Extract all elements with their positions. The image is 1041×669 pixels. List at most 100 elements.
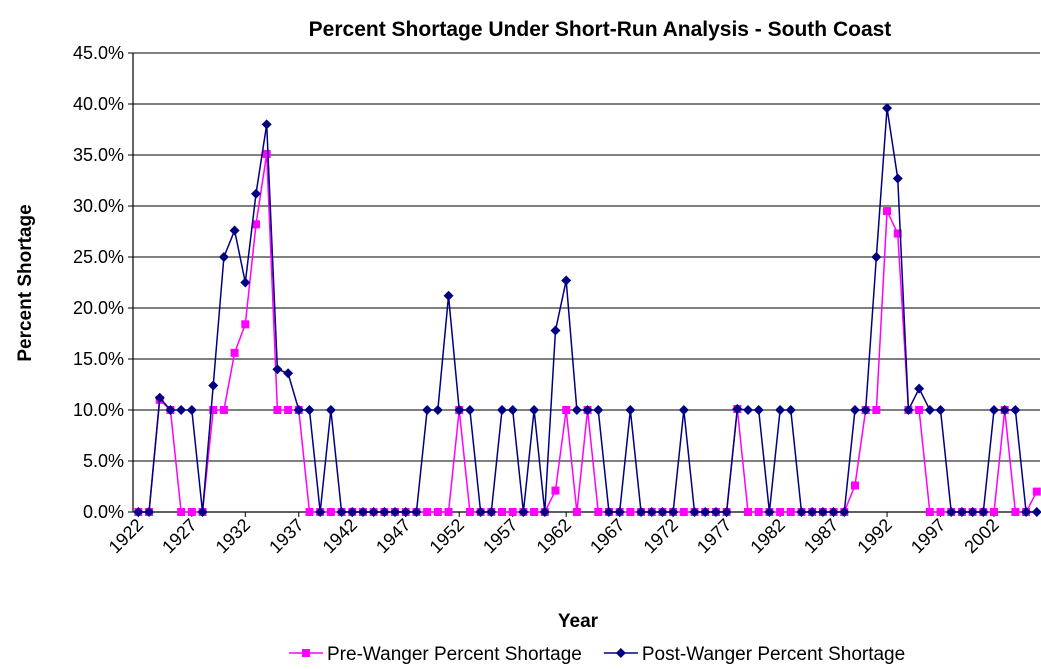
data-point — [497, 405, 508, 415]
data-point — [732, 403, 743, 414]
data-point — [347, 507, 358, 517]
data-point — [978, 507, 989, 517]
data-point — [176, 405, 187, 415]
data-point — [1021, 507, 1032, 517]
data-point — [603, 507, 614, 517]
data-point — [882, 103, 893, 114]
data-point — [423, 508, 432, 516]
y-axis-title: Percent Shortage — [15, 204, 36, 361]
data-point — [625, 405, 636, 415]
data-point — [754, 508, 763, 516]
data-point — [240, 277, 251, 288]
data-point — [400, 507, 411, 517]
data-point — [786, 508, 795, 516]
data-point — [165, 405, 176, 415]
data-point — [539, 507, 550, 517]
data-point — [999, 405, 1010, 415]
data-point — [721, 507, 732, 517]
x-tick-label: 1937 — [265, 515, 307, 557]
data-point — [187, 508, 196, 516]
data-point — [582, 405, 593, 415]
y-tick-label: 45.0% — [73, 43, 124, 63]
data-point — [924, 405, 935, 415]
data-point — [744, 508, 753, 516]
data-point — [850, 481, 859, 490]
x-tick-label: 1987 — [800, 515, 842, 557]
legend-marker — [302, 649, 310, 657]
data-point — [678, 405, 689, 415]
data-point — [443, 290, 454, 301]
data-point — [208, 380, 219, 391]
data-point — [154, 392, 165, 403]
data-point — [186, 405, 197, 415]
data-point — [261, 119, 272, 130]
x-tick-label: 1992 — [853, 515, 895, 557]
data-point — [936, 508, 945, 516]
data-point — [594, 508, 603, 516]
x-tick-label: 1927 — [158, 515, 200, 557]
data-point — [283, 368, 294, 379]
data-point — [219, 406, 228, 414]
data-point — [133, 507, 144, 517]
data-point — [925, 508, 934, 516]
y-tick-label: 5.0% — [83, 451, 124, 471]
x-axis-title: Year — [558, 611, 599, 632]
data-point — [411, 507, 422, 517]
data-point — [368, 507, 379, 517]
x-tick-label: 2002 — [960, 515, 1002, 557]
data-point — [326, 508, 335, 516]
data-point — [626, 508, 635, 516]
data-point — [946, 507, 957, 517]
data-point — [839, 507, 850, 517]
legend-marker — [615, 648, 626, 658]
data-point — [272, 364, 283, 375]
data-point — [273, 406, 282, 414]
data-point — [218, 252, 229, 262]
data-point — [465, 508, 474, 516]
x-tick-label: 1977 — [693, 515, 735, 557]
data-point — [989, 405, 1000, 415]
data-point — [508, 508, 517, 516]
data-point — [860, 405, 871, 415]
data-point — [817, 507, 828, 517]
data-point — [1011, 508, 1020, 516]
data-point — [914, 383, 925, 394]
data-point — [915, 406, 924, 414]
data-point — [422, 405, 433, 415]
data-point — [689, 507, 700, 517]
data-point — [967, 507, 978, 517]
data-point — [229, 225, 240, 236]
data-point — [593, 405, 604, 415]
data-point — [177, 508, 186, 516]
data-point — [475, 507, 486, 517]
data-point — [486, 507, 497, 517]
chart-title: Percent Shortage Under Short-Run Analysi… — [309, 18, 892, 41]
data-point — [304, 405, 315, 415]
data-point — [1010, 405, 1021, 415]
x-tick-label: 1932 — [212, 515, 254, 557]
data-point — [550, 325, 561, 336]
data-point — [315, 507, 326, 517]
data-point — [796, 507, 807, 517]
x-tick-label: 1952 — [426, 515, 468, 557]
data-point — [892, 173, 903, 184]
data-point — [572, 508, 581, 516]
data-point — [710, 507, 721, 517]
data-point — [1032, 487, 1041, 496]
x-tick-label: 1947 — [372, 515, 414, 557]
data-point — [872, 406, 881, 414]
data-point — [529, 405, 540, 415]
y-tick-label: 15.0% — [73, 349, 124, 369]
series-line — [138, 153, 1038, 513]
data-point — [561, 275, 572, 286]
data-point — [241, 320, 250, 329]
data-point — [614, 507, 625, 517]
x-tick-label: 1942 — [319, 515, 361, 557]
data-point — [252, 220, 261, 229]
data-point — [871, 252, 882, 262]
data-point — [807, 507, 818, 517]
data-point — [849, 405, 860, 415]
data-point — [357, 507, 368, 517]
data-point — [775, 405, 786, 415]
data-point — [230, 348, 239, 357]
